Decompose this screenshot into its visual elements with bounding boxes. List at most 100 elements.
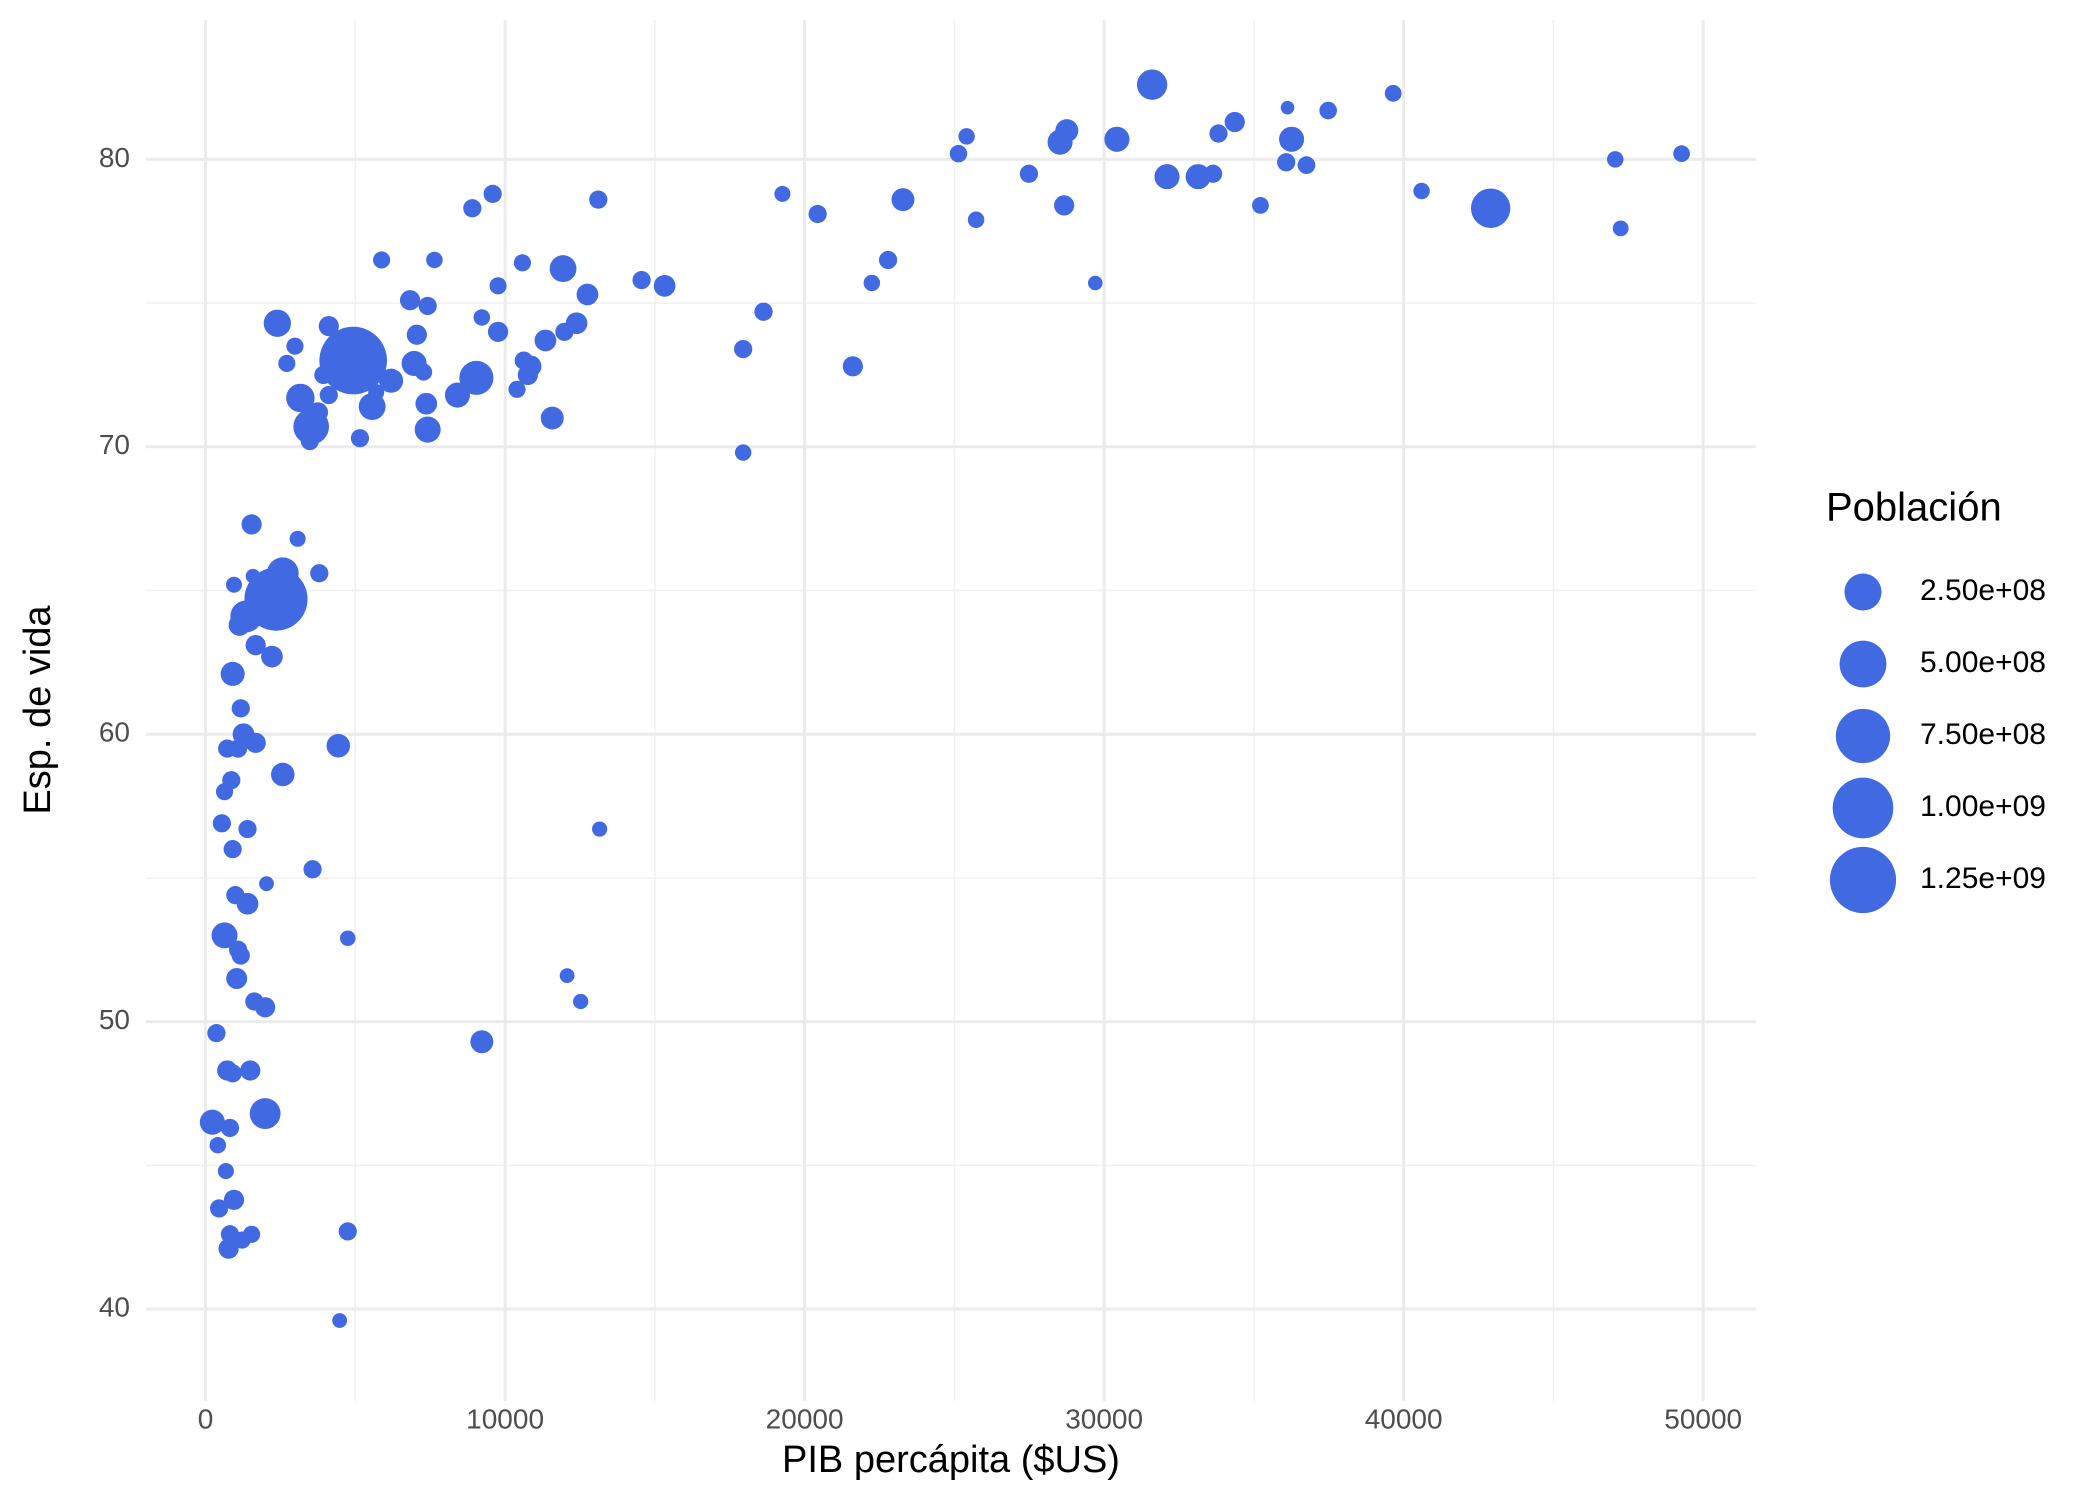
point bbox=[300, 431, 319, 451]
point bbox=[463, 199, 482, 218]
point bbox=[444, 382, 470, 408]
point bbox=[339, 930, 356, 947]
x-tick-label: 30000 bbox=[1065, 1403, 1143, 1434]
point bbox=[513, 254, 532, 272]
point bbox=[303, 860, 322, 879]
point bbox=[379, 368, 404, 393]
point bbox=[215, 783, 234, 801]
point bbox=[808, 204, 827, 224]
point bbox=[1054, 195, 1075, 216]
point bbox=[949, 144, 968, 163]
point bbox=[1136, 69, 1168, 100]
point bbox=[483, 184, 502, 203]
point bbox=[489, 277, 507, 295]
point bbox=[1203, 164, 1223, 183]
point bbox=[1413, 182, 1430, 200]
point bbox=[1612, 220, 1629, 237]
point bbox=[263, 309, 291, 337]
point bbox=[734, 444, 752, 461]
point bbox=[1384, 84, 1402, 102]
legend-label: 7.50e+08 bbox=[1920, 718, 2046, 751]
point bbox=[326, 733, 351, 758]
point bbox=[226, 968, 248, 990]
y-tick-label: 50 bbox=[99, 1004, 130, 1035]
point bbox=[632, 270, 651, 290]
point bbox=[241, 514, 262, 535]
point bbox=[310, 564, 329, 583]
point bbox=[373, 251, 391, 269]
point bbox=[240, 1060, 261, 1081]
point bbox=[653, 274, 676, 297]
legend-title: Población bbox=[1826, 486, 2002, 530]
point bbox=[1047, 129, 1073, 155]
point bbox=[249, 1098, 281, 1130]
legend-label: 5.00e+08 bbox=[1920, 646, 2046, 679]
point bbox=[259, 876, 274, 892]
point bbox=[589, 190, 608, 209]
legend-key bbox=[1832, 777, 1894, 839]
point bbox=[1224, 111, 1245, 133]
point bbox=[1297, 156, 1316, 175]
point bbox=[261, 645, 283, 668]
point bbox=[212, 814, 231, 833]
point bbox=[406, 324, 427, 345]
point bbox=[319, 385, 338, 405]
y-tick-label: 60 bbox=[99, 717, 130, 748]
point bbox=[1319, 101, 1337, 120]
point bbox=[209, 1136, 226, 1154]
point bbox=[1154, 164, 1180, 190]
point bbox=[207, 1024, 226, 1043]
point bbox=[223, 1189, 245, 1210]
y-tick-label: 70 bbox=[99, 429, 130, 460]
point bbox=[358, 393, 386, 421]
point bbox=[1019, 164, 1039, 183]
point bbox=[217, 1163, 234, 1180]
x-tick-label: 50000 bbox=[1664, 1403, 1742, 1434]
point bbox=[863, 274, 881, 292]
point bbox=[220, 1118, 240, 1138]
point bbox=[774, 185, 791, 202]
point bbox=[1607, 151, 1624, 168]
point bbox=[332, 1313, 348, 1328]
point bbox=[233, 1231, 251, 1249]
point bbox=[211, 922, 238, 949]
point bbox=[459, 360, 494, 395]
point bbox=[517, 364, 538, 386]
point bbox=[555, 322, 574, 341]
point bbox=[470, 1030, 494, 1054]
point bbox=[1185, 164, 1211, 190]
point bbox=[754, 302, 773, 321]
x-axis-title: PIB percápita ($US) bbox=[782, 1439, 1120, 1481]
legend-label: 1.00e+09 bbox=[1920, 790, 2046, 823]
point bbox=[286, 383, 315, 413]
point bbox=[289, 530, 306, 547]
point bbox=[228, 614, 251, 636]
point bbox=[1104, 126, 1130, 152]
x-tick-label: 20000 bbox=[766, 1403, 844, 1434]
point bbox=[338, 1222, 357, 1241]
point bbox=[223, 1064, 242, 1083]
point bbox=[967, 211, 985, 228]
point bbox=[209, 1199, 229, 1218]
legend-label: 2.50e+08 bbox=[1920, 574, 2046, 607]
point bbox=[286, 337, 304, 355]
point bbox=[576, 283, 599, 306]
point bbox=[415, 363, 433, 381]
point bbox=[1277, 153, 1296, 172]
y-tick-label: 40 bbox=[99, 1291, 130, 1322]
legend-key bbox=[1839, 640, 1887, 688]
point bbox=[238, 819, 257, 839]
point bbox=[426, 251, 443, 269]
point bbox=[842, 356, 863, 377]
y-tick-label: 80 bbox=[99, 142, 130, 173]
point bbox=[245, 635, 266, 656]
point bbox=[1673, 145, 1690, 162]
point bbox=[399, 290, 421, 311]
point bbox=[891, 188, 915, 212]
point bbox=[236, 892, 259, 915]
point bbox=[231, 699, 250, 718]
point bbox=[225, 576, 243, 593]
x-tick-label: 10000 bbox=[466, 1403, 544, 1434]
